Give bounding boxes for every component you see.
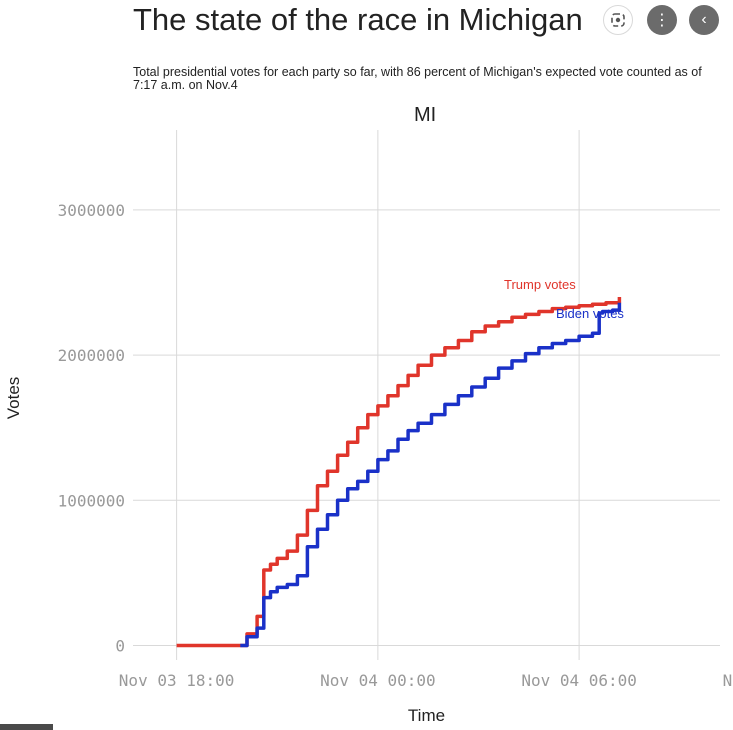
y-tick-label: 1000000 — [58, 491, 125, 510]
y-axis-title: Votes — [4, 377, 23, 420]
x-axis-title: Time — [408, 706, 445, 725]
x-tick-label: Nov 04 06:00 — [521, 671, 637, 690]
x-tick-label: Nov 03 18:00 — [119, 671, 235, 690]
chart-subtitle: Total presidential votes for each party … — [133, 65, 702, 92]
series-labels: Trump votes Biden votes — [504, 277, 624, 321]
biden-votes-label: Biden votes — [556, 306, 624, 321]
lens-button[interactable] — [603, 5, 633, 35]
tick-labels: 0 1000000 2000000 3000000 Nov 03 18:00 Nov 04… — [58, 201, 733, 690]
gridlines — [133, 130, 720, 660]
biden-votes-line — [240, 302, 622, 648]
series-lines — [176, 297, 622, 648]
chevron-left-icon: ‹ — [701, 11, 707, 28]
lens-icon — [611, 13, 625, 27]
corner-bar — [0, 724, 53, 730]
y-tick-label: 0 — [115, 636, 125, 655]
y-tick-label: 2000000 — [58, 346, 125, 365]
page-title: The state of the race in Michigan — [133, 2, 583, 37]
trump-votes-line — [176, 297, 622, 648]
x-tick-label: Nov 04 12:00 — [723, 671, 733, 690]
y-tick-label: 3000000 — [58, 201, 125, 220]
more-dots-icon: ⋮ — [654, 12, 670, 29]
back-button[interactable]: ‹ — [689, 5, 719, 35]
more-options-button[interactable]: ⋮ — [647, 5, 677, 35]
x-tick-label: Nov 04 00:00 — [320, 671, 436, 690]
chart-panel-title: MI — [414, 104, 437, 126]
trump-votes-label: Trump votes — [504, 277, 576, 292]
